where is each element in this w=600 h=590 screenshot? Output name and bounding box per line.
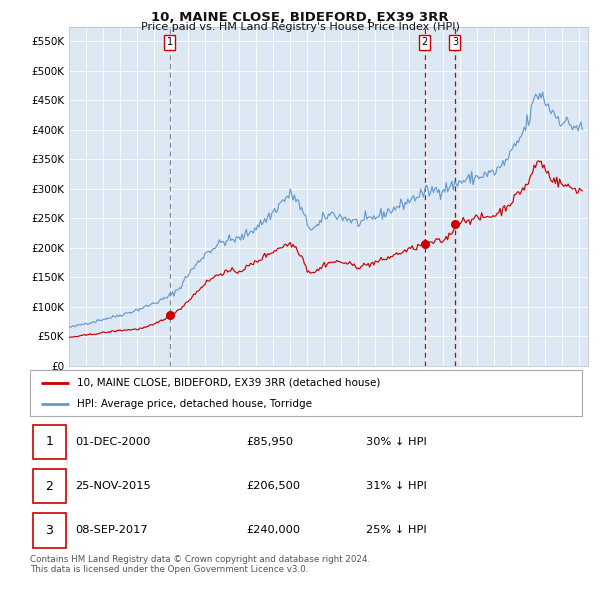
- Text: 25% ↓ HPI: 25% ↓ HPI: [366, 526, 427, 535]
- Text: 10, MAINE CLOSE, BIDEFORD, EX39 3RR (detached house): 10, MAINE CLOSE, BIDEFORD, EX39 3RR (det…: [77, 378, 380, 388]
- Text: 08-SEP-2017: 08-SEP-2017: [75, 526, 148, 535]
- Text: HPI: Average price, detached house, Torridge: HPI: Average price, detached house, Torr…: [77, 399, 312, 409]
- Text: Price paid vs. HM Land Registry's House Price Index (HPI): Price paid vs. HM Land Registry's House …: [140, 22, 460, 32]
- Text: 2: 2: [422, 38, 428, 47]
- Text: 01-DEC-2000: 01-DEC-2000: [75, 437, 151, 447]
- Text: £240,000: £240,000: [246, 526, 300, 535]
- Text: £85,950: £85,950: [246, 437, 293, 447]
- Text: 1: 1: [167, 38, 173, 47]
- Text: 31% ↓ HPI: 31% ↓ HPI: [366, 481, 427, 491]
- FancyBboxPatch shape: [30, 370, 582, 416]
- Text: 25-NOV-2015: 25-NOV-2015: [75, 481, 151, 491]
- Text: 10, MAINE CLOSE, BIDEFORD, EX39 3RR: 10, MAINE CLOSE, BIDEFORD, EX39 3RR: [151, 11, 449, 24]
- Text: 3: 3: [46, 524, 53, 537]
- Text: 3: 3: [452, 38, 458, 47]
- Text: £206,500: £206,500: [246, 481, 300, 491]
- Text: Contains HM Land Registry data © Crown copyright and database right 2024.
This d: Contains HM Land Registry data © Crown c…: [30, 555, 370, 574]
- Text: 1: 1: [46, 435, 53, 448]
- Text: 30% ↓ HPI: 30% ↓ HPI: [366, 437, 427, 447]
- Text: 2: 2: [46, 480, 53, 493]
